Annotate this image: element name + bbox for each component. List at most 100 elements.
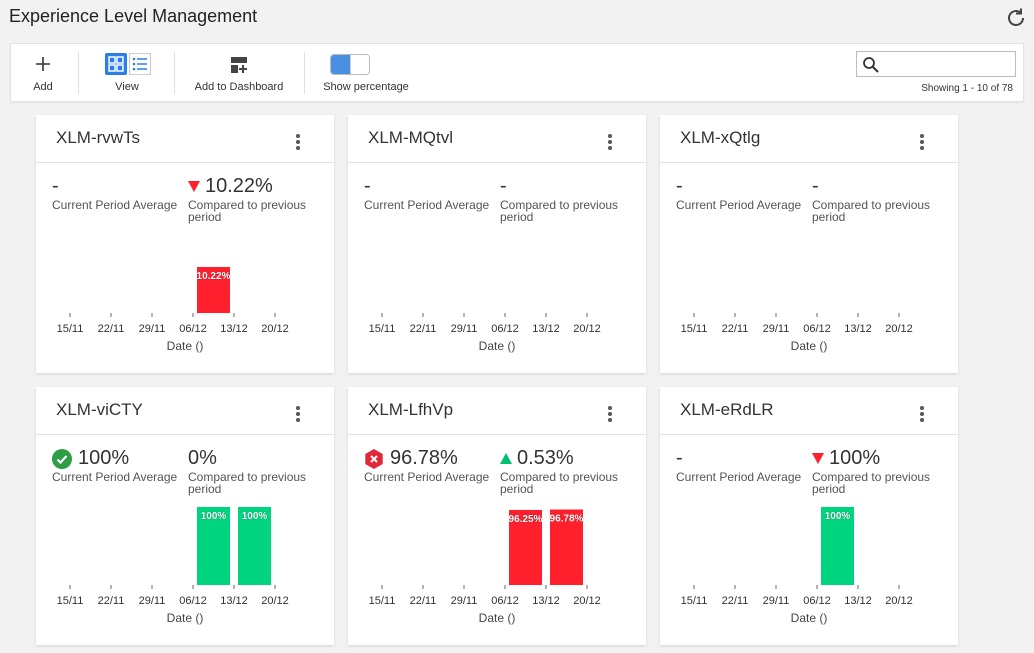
x-tick-label: 13/12 bbox=[844, 323, 872, 335]
compare-value: 0.53% bbox=[500, 447, 574, 470]
compare-value-text: 0% bbox=[188, 447, 217, 470]
card-header: XLM-xQtlg bbox=[660, 115, 958, 163]
card-title[interactable]: XLM-viCTY bbox=[56, 400, 143, 419]
x-tick-label: 13/12 bbox=[844, 595, 872, 607]
show-percentage-toggle[interactable] bbox=[330, 54, 370, 75]
compare-label: Compared to previous period bbox=[500, 470, 619, 496]
page-title: Experience Level Management bbox=[9, 6, 258, 26]
current-period-value: - bbox=[52, 175, 59, 198]
compare-value-text: - bbox=[812, 175, 819, 198]
chart-bar[interactable] bbox=[197, 507, 230, 585]
current-period-value-text: - bbox=[364, 175, 371, 198]
x-tick-label: 06/12 bbox=[803, 323, 831, 335]
x-tick-label: 15/11 bbox=[57, 323, 84, 335]
current-period-label: Current Period Average bbox=[676, 198, 802, 212]
toolbar-divider bbox=[304, 52, 305, 94]
chart-bar[interactable] bbox=[197, 267, 230, 313]
check-circle-icon bbox=[52, 448, 72, 469]
current-period-label: Current Period Average bbox=[364, 198, 490, 212]
elm-card[interactable]: XLM-MQtvl - Current Period Average - Compare… bbox=[348, 115, 646, 373]
compare-value-text: 100% bbox=[829, 447, 881, 470]
card-title[interactable]: XLM-rvwTs bbox=[56, 128, 141, 147]
x-tick-label: 29/11 bbox=[451, 323, 478, 335]
card-title[interactable]: XLM-eRdLR bbox=[680, 400, 774, 419]
current-period-value-text: - bbox=[52, 175, 59, 198]
compare-label: Compared to previous period bbox=[812, 198, 931, 224]
bar-chart: 15/11 22/11 29/11 06/12 13/12 20/12 Date () 96.… bbox=[369, 509, 601, 625]
more-options-icon[interactable] bbox=[292, 406, 304, 426]
elm-card[interactable]: XLM-eRdLR - Current Period Average 100% Comp… bbox=[660, 387, 958, 645]
x-tick-label: 06/12 bbox=[179, 323, 207, 335]
x-tick-label: 29/11 bbox=[763, 595, 790, 607]
grid-view-icon[interactable] bbox=[105, 53, 127, 75]
compare-value-text: - bbox=[500, 175, 507, 198]
view-toggle[interactable]: View bbox=[99, 44, 155, 101]
elm-card[interactable]: XLM-viCTY 100% Current Period Average 0% Com… bbox=[36, 387, 334, 645]
toggle-knob bbox=[350, 55, 369, 74]
chart-bar[interactable] bbox=[509, 509, 542, 585]
x-tick-label: 29/11 bbox=[763, 323, 790, 335]
chart-bar[interactable] bbox=[821, 507, 854, 585]
x-tick-label: 06/12 bbox=[179, 595, 207, 607]
x-tick-label: 13/12 bbox=[532, 323, 560, 335]
x-tick-label: 20/12 bbox=[261, 595, 289, 607]
bar-data-label: 100% bbox=[242, 511, 268, 522]
current-period-value: 100% bbox=[52, 447, 129, 470]
x-tick-label: 13/12 bbox=[220, 323, 248, 335]
x-tick-label: 20/12 bbox=[261, 323, 289, 335]
compare-value-text: 10.22% bbox=[205, 175, 273, 198]
elm-card[interactable]: XLM-xQtlg - Current Period Average - Compare… bbox=[660, 115, 958, 373]
card-header: XLM-eRdLR bbox=[660, 387, 958, 435]
more-options-icon[interactable] bbox=[916, 134, 928, 154]
current-period-label: Current Period Average bbox=[52, 198, 178, 212]
x-tick-label: 15/11 bbox=[57, 595, 84, 607]
compare-label: Compared to previous period bbox=[500, 198, 619, 224]
x-tick-label: 22/11 bbox=[98, 595, 125, 607]
x-tick-label: 13/12 bbox=[532, 595, 560, 607]
x-tick-label: 22/11 bbox=[410, 595, 437, 607]
x-tick-label: 20/12 bbox=[573, 595, 601, 607]
compare-label: Compared to previous period bbox=[188, 198, 307, 224]
current-period-value-text: - bbox=[676, 175, 683, 198]
bar-data-label: 100% bbox=[825, 511, 851, 522]
elm-card[interactable]: XLM-LfhVp 96.78% Current Period Average 0.5… bbox=[348, 387, 646, 645]
x-tick-label: 20/12 bbox=[573, 323, 601, 335]
compare-value: - bbox=[500, 175, 507, 198]
current-period-value: - bbox=[364, 175, 371, 198]
list-view-icon[interactable] bbox=[129, 53, 151, 75]
compare-value: 10.22% bbox=[188, 175, 273, 198]
elm-card[interactable]: XLM-rvwTs - Current Period Average 10.22% Co… bbox=[36, 115, 334, 373]
add-to-dashboard-button[interactable]: Add to Dashboard bbox=[194, 44, 284, 101]
more-options-icon[interactable] bbox=[604, 406, 616, 426]
toolbar: Add View Add to Dashboard bbox=[10, 43, 1024, 102]
more-options-icon[interactable] bbox=[292, 134, 304, 154]
card-title[interactable]: XLM-MQtvl bbox=[368, 128, 453, 147]
search-icon bbox=[863, 57, 879, 73]
x-axis-label: Date () bbox=[791, 611, 828, 625]
chart-bar[interactable] bbox=[550, 509, 583, 585]
card-header: XLM-MQtvl bbox=[348, 115, 646, 163]
x-tick-label: 22/11 bbox=[410, 323, 437, 335]
more-options-icon[interactable] bbox=[916, 406, 928, 426]
x-tick-label: 20/12 bbox=[885, 323, 913, 335]
current-period-label: Current Period Average bbox=[676, 470, 802, 484]
add-button[interactable]: Add bbox=[23, 44, 63, 101]
x-tick-label: 29/11 bbox=[139, 595, 166, 607]
bar-chart: 15/11 22/11 29/11 06/12 13/12 20/12 Date () 100… bbox=[57, 507, 289, 625]
chart-bar[interactable] bbox=[238, 507, 271, 585]
card-title[interactable]: XLM-xQtlg bbox=[680, 128, 761, 147]
current-period-value: 96.78% bbox=[364, 447, 458, 470]
bar-data-label: 96.25% bbox=[509, 514, 543, 525]
card-title[interactable]: XLM-LfhVp bbox=[368, 400, 454, 419]
refresh-icon[interactable] bbox=[1005, 7, 1027, 29]
current-period-value: - bbox=[676, 175, 683, 198]
current-period-value-text: 100% bbox=[78, 447, 130, 470]
more-options-icon[interactable] bbox=[604, 134, 616, 154]
x-axis-label: Date () bbox=[479, 611, 516, 625]
x-axis-label: Date () bbox=[167, 611, 204, 625]
search-input[interactable] bbox=[885, 54, 1011, 74]
x-tick-label: 06/12 bbox=[491, 323, 519, 335]
bar-data-label: 100% bbox=[201, 511, 227, 522]
x-tick-label: 13/12 bbox=[220, 595, 248, 607]
x-tick-label: 06/12 bbox=[803, 595, 831, 607]
